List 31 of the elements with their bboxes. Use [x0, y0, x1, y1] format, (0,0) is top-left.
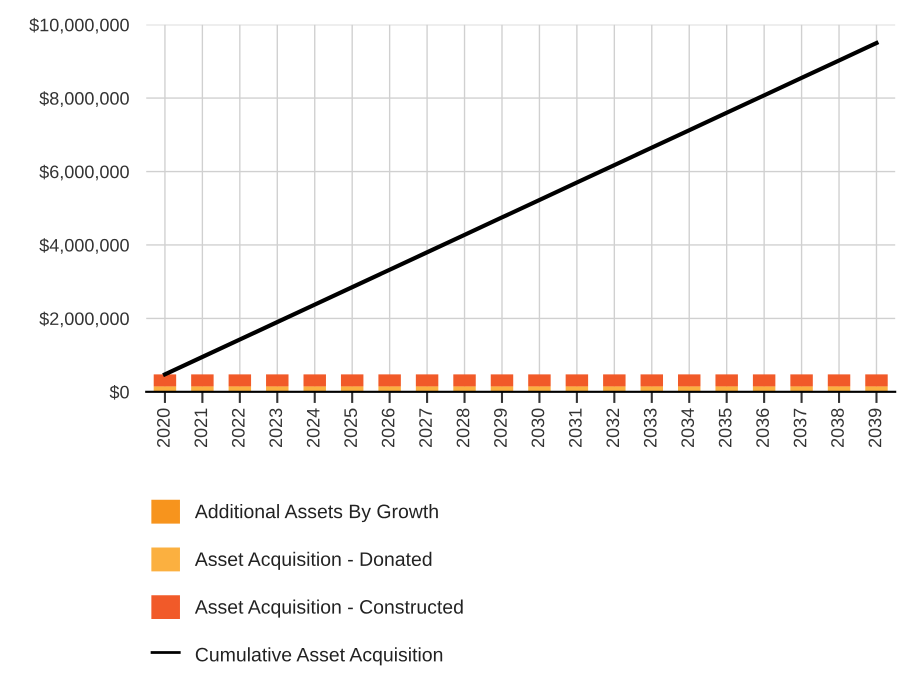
- x-tick-label: 2021: [194, 408, 208, 448]
- x-tick-label: 2032: [606, 408, 620, 448]
- y-tick-label: $2,000,000: [39, 312, 129, 328]
- x-tick-label: 2033: [644, 408, 657, 448]
- x-tick-label: 2030: [531, 408, 544, 448]
- x-tick-label: 2029: [494, 408, 507, 448]
- x-tick-label: 2022: [232, 408, 245, 448]
- x-tick-label: 2034: [681, 408, 694, 448]
- x-tick-label: 2037: [794, 408, 806, 448]
- y-tick-label: $0: [110, 384, 129, 400]
- y-tick-label: $4,000,000: [39, 238, 129, 254]
- x-tick-label: 2020: [156, 408, 170, 448]
- x-tick-label: 2027: [419, 408, 432, 448]
- x-tick-label: 2036: [756, 408, 769, 448]
- x-tick-label: 2026: [382, 408, 394, 448]
- x-tick-label: 2039: [868, 408, 882, 448]
- x-tick-label: 2024: [306, 408, 320, 448]
- x-tick-label: 2038: [831, 408, 844, 448]
- legend-label: Cumulative Asset Acquisition: [196, 647, 442, 666]
- x-tick-label: 2023: [269, 408, 282, 448]
- legend-label: Asset Acquisition - Donated: [194, 552, 432, 570]
- y-tick-label: $6,000,000: [39, 164, 129, 180]
- x-tick-label: 2025: [344, 408, 358, 448]
- legend-label: Asset Acquisition - Constructed: [194, 600, 463, 618]
- legend-label: Additional Assets By Growth: [194, 504, 438, 522]
- line-series: [162, 40, 879, 376]
- x-tick-label: 2031: [568, 408, 582, 448]
- x-tick-label: 2035: [718, 408, 732, 448]
- x-tick-label: 2028: [456, 408, 470, 448]
- y-tick-label: $10,000,000: [29, 18, 129, 34]
- y-tick-label: $8,000,000: [39, 91, 129, 107]
